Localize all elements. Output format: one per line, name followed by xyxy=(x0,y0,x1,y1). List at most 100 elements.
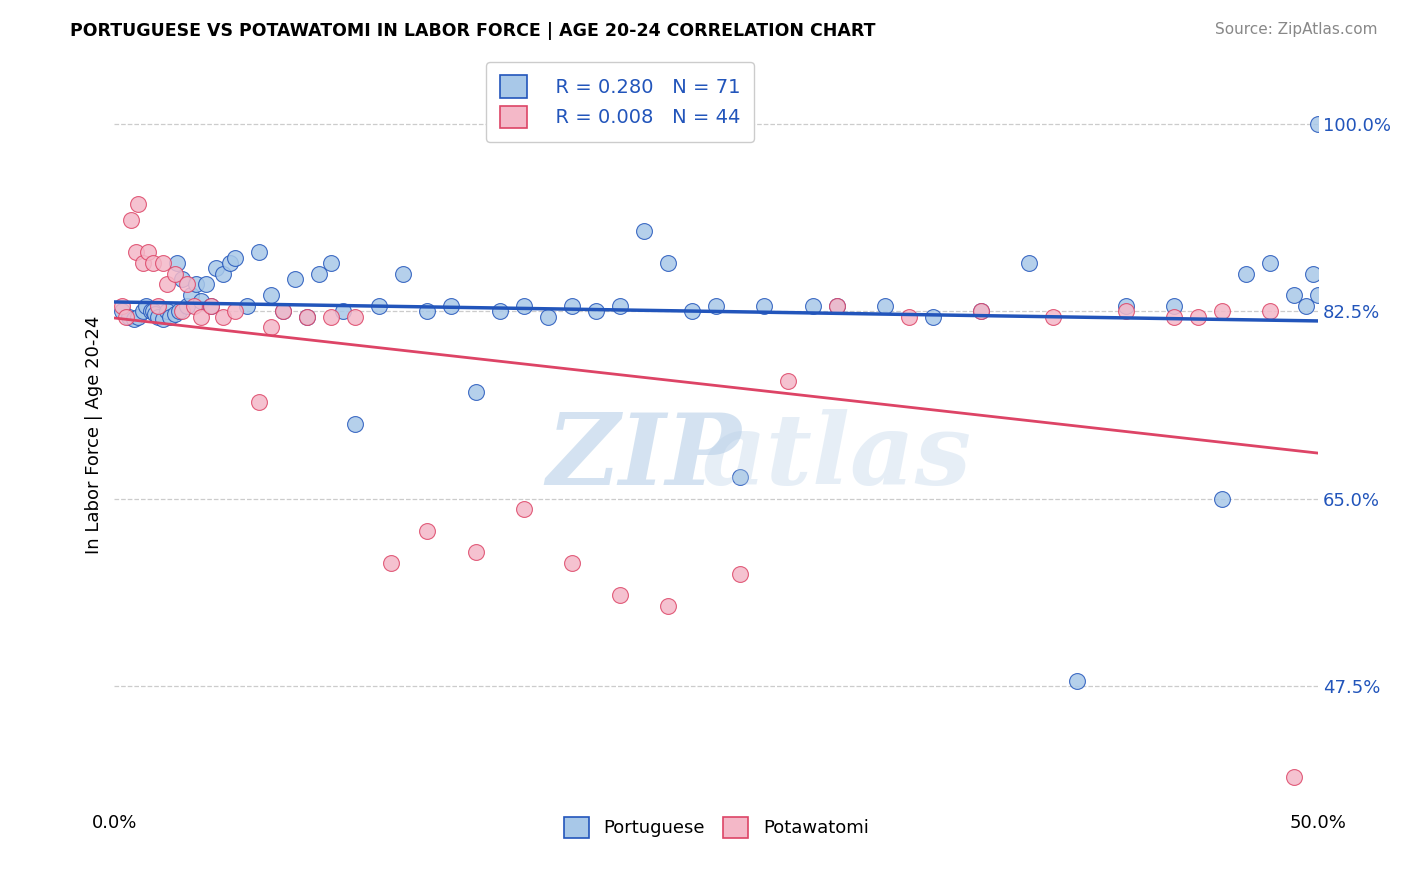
Point xyxy=(1187,310,1209,324)
Point xyxy=(127,310,149,324)
Point xyxy=(271,304,294,318)
Point xyxy=(778,374,800,388)
Point xyxy=(319,256,342,270)
Point xyxy=(873,299,896,313)
Point xyxy=(1308,288,1330,302)
Point xyxy=(825,299,848,313)
Point xyxy=(115,310,138,324)
Point xyxy=(754,299,776,313)
Point xyxy=(1115,299,1137,313)
Point xyxy=(122,311,145,326)
Point xyxy=(166,256,188,270)
Point xyxy=(609,588,631,602)
Point xyxy=(344,417,367,431)
Point xyxy=(127,197,149,211)
Point xyxy=(170,304,193,318)
Text: ZIP: ZIP xyxy=(547,409,741,505)
Point xyxy=(561,556,583,570)
Point xyxy=(236,299,259,313)
Point xyxy=(392,267,415,281)
Point xyxy=(163,267,186,281)
Point xyxy=(146,299,169,313)
Point xyxy=(200,299,222,313)
Point xyxy=(169,304,191,318)
Point xyxy=(260,288,283,302)
Point xyxy=(332,304,354,318)
Point xyxy=(295,310,318,324)
Point xyxy=(1211,491,1233,506)
Text: Source: ZipAtlas.com: Source: ZipAtlas.com xyxy=(1215,22,1378,37)
Point xyxy=(211,267,233,281)
Point xyxy=(142,304,165,318)
Point xyxy=(170,272,193,286)
Point xyxy=(152,311,174,326)
Point xyxy=(561,299,583,313)
Point xyxy=(159,310,181,324)
Point xyxy=(190,310,212,324)
Point xyxy=(118,310,141,324)
Point xyxy=(1258,256,1281,270)
Point xyxy=(1234,267,1257,281)
Point xyxy=(120,213,142,227)
Point xyxy=(194,277,217,292)
Point xyxy=(260,320,283,334)
Point xyxy=(152,256,174,270)
Point xyxy=(319,310,342,324)
Point xyxy=(825,299,848,313)
Point xyxy=(609,299,631,313)
Point xyxy=(219,256,242,270)
Point xyxy=(1282,288,1305,302)
Point xyxy=(176,299,198,313)
Point xyxy=(1295,299,1317,313)
Point xyxy=(730,566,752,581)
Point xyxy=(380,556,402,570)
Point xyxy=(224,251,246,265)
Legend: Portuguese, Potawatomi: Portuguese, Potawatomi xyxy=(557,810,876,845)
Point xyxy=(284,272,307,286)
Point xyxy=(537,310,560,324)
Point xyxy=(186,277,208,292)
Point xyxy=(368,299,391,313)
Point xyxy=(512,299,534,313)
Point xyxy=(1258,304,1281,318)
Point xyxy=(730,470,752,484)
Point xyxy=(464,384,486,399)
Point xyxy=(211,310,233,324)
Point xyxy=(142,256,165,270)
Point xyxy=(1115,304,1137,318)
Point xyxy=(585,304,607,318)
Point xyxy=(111,304,134,318)
Point xyxy=(657,599,679,613)
Point xyxy=(125,245,148,260)
Point xyxy=(897,310,920,324)
Point xyxy=(135,299,157,313)
Point xyxy=(416,304,439,318)
Point xyxy=(1163,310,1185,324)
Point xyxy=(1066,673,1088,688)
Point xyxy=(512,502,534,516)
Point xyxy=(146,310,169,324)
Text: PORTUGUESE VS POTAWATOMI IN LABOR FORCE | AGE 20-24 CORRELATION CHART: PORTUGUESE VS POTAWATOMI IN LABOR FORCE … xyxy=(70,22,876,40)
Point xyxy=(922,310,945,324)
Point xyxy=(1163,299,1185,313)
Point xyxy=(1211,304,1233,318)
Point xyxy=(132,256,155,270)
Point xyxy=(1018,256,1040,270)
Point xyxy=(190,293,212,308)
Point xyxy=(136,245,159,260)
Point xyxy=(156,277,179,292)
Point xyxy=(180,288,202,302)
Point xyxy=(200,299,222,313)
Point xyxy=(163,308,186,322)
Point xyxy=(416,524,439,538)
Text: atlas: atlas xyxy=(702,409,972,505)
Point xyxy=(308,267,330,281)
Point xyxy=(1308,117,1330,131)
Point xyxy=(1282,770,1305,784)
Point xyxy=(183,299,205,313)
Point xyxy=(1302,267,1324,281)
Point xyxy=(204,261,226,276)
Point xyxy=(1042,310,1064,324)
Point xyxy=(970,304,993,318)
Point xyxy=(970,304,993,318)
